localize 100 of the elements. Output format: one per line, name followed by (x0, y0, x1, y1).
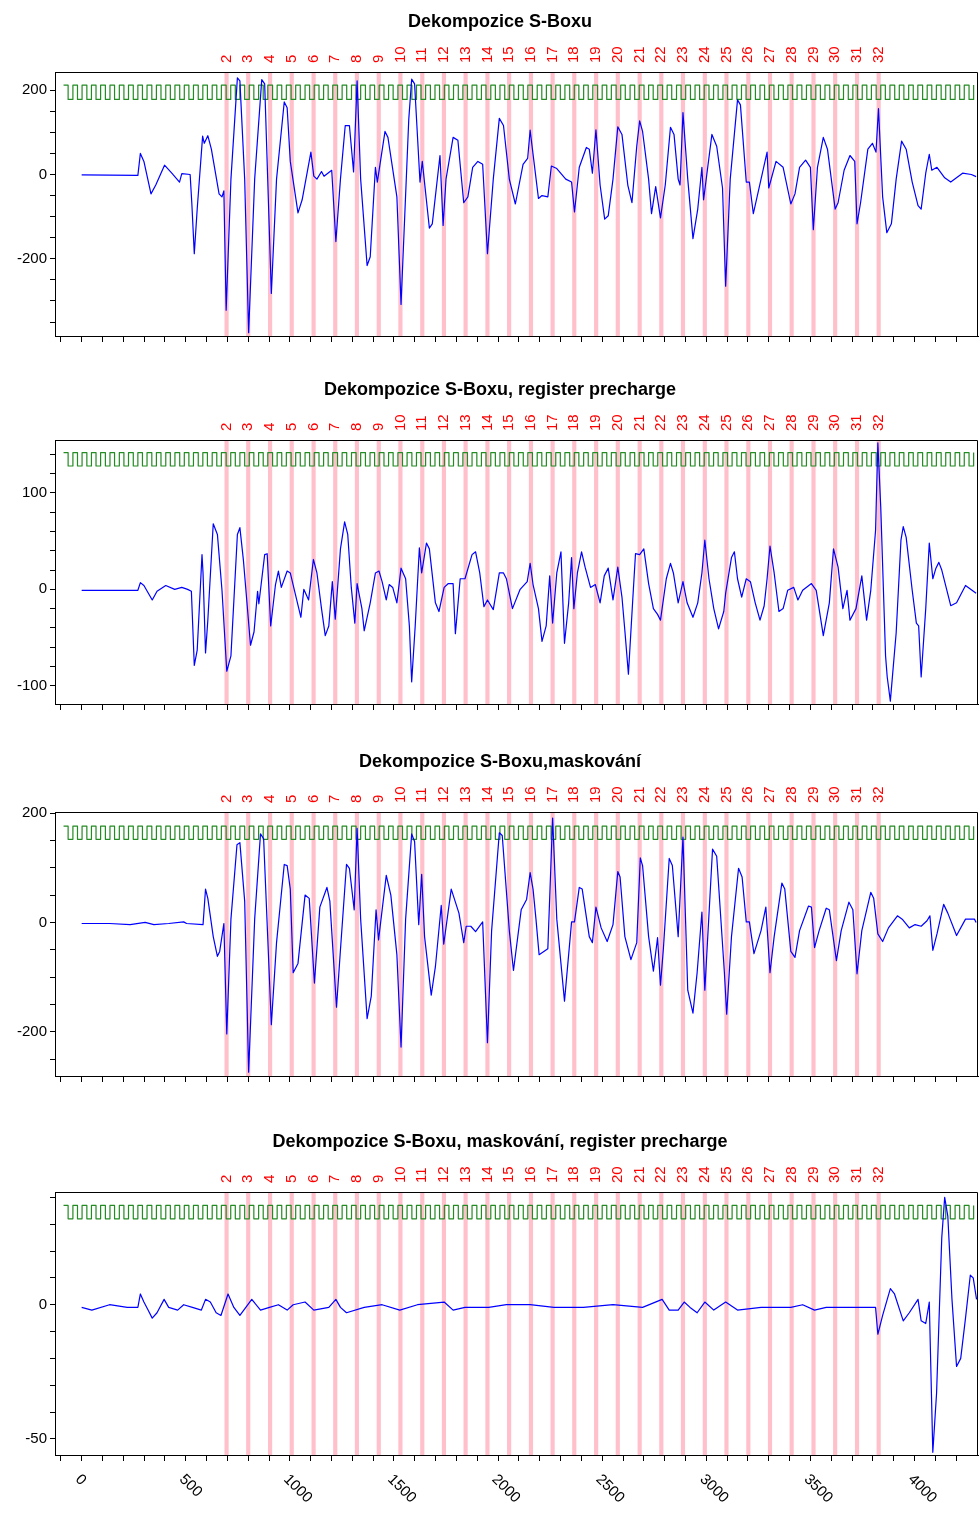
band-label: 23 (673, 414, 691, 431)
band-label: 15 (499, 786, 517, 803)
band-label: 5 (281, 794, 299, 803)
band-label: 32 (868, 1166, 886, 1183)
band-label: 13 (455, 46, 473, 63)
band-label: 10 (390, 1166, 408, 1183)
y-tick-label: 100 (21, 483, 47, 501)
y-tick-label: -100 (16, 675, 47, 693)
y-tick-label: 200 (21, 80, 47, 98)
band-label: 17 (542, 46, 560, 63)
band-label: 11 (412, 415, 430, 431)
y-tick-label: -50 (25, 1429, 47, 1447)
band-label: 29 (803, 46, 821, 63)
band-label: 32 (868, 414, 886, 431)
band-label: 12 (434, 46, 452, 63)
band-label: 30 (825, 414, 843, 431)
band-label: 9 (368, 54, 386, 63)
band-label: 4 (260, 422, 278, 431)
band-label: 17 (542, 786, 560, 803)
band-label: 26 (738, 786, 756, 803)
y-tick-label: 0 (38, 579, 47, 597)
band-label: 20 (607, 46, 625, 63)
band-label: 17 (542, 1166, 560, 1183)
band-label: 22 (651, 786, 669, 803)
band-label: 31 (847, 1166, 865, 1183)
band-label: 8 (347, 54, 365, 63)
band-label: 16 (521, 46, 539, 63)
band-label: 3 (238, 422, 256, 431)
band-label: 11 (412, 787, 430, 803)
band-label: 6 (303, 794, 321, 803)
y-tick-label: -200 (16, 248, 47, 266)
band-label: 25 (716, 786, 734, 803)
band-label: 24 (694, 414, 712, 431)
y-tick-label: 200 (21, 803, 47, 821)
band-label: 14 (477, 1166, 495, 1183)
band-label: 9 (368, 1174, 386, 1183)
band-label: 8 (347, 422, 365, 431)
band-label: 18 (564, 46, 582, 63)
band-label: 27 (760, 46, 778, 63)
band-label: 32 (868, 786, 886, 803)
band-label: 18 (564, 414, 582, 431)
band-label: 8 (347, 1174, 365, 1183)
band-label: 3 (238, 794, 256, 803)
band-label: 28 (781, 1166, 799, 1183)
band-label: 20 (607, 786, 625, 803)
band-label: 30 (825, 786, 843, 803)
band-label: 11 (412, 47, 430, 63)
band-label: 2 (216, 1174, 234, 1183)
band-label: 14 (477, 786, 495, 803)
band-label: 7 (325, 422, 343, 431)
band-label: 10 (390, 414, 408, 431)
band-label: 16 (521, 786, 539, 803)
x-tick-label: 0 (72, 1470, 91, 1488)
band-label: 29 (803, 786, 821, 803)
band-label: 12 (434, 414, 452, 431)
band-label: 20 (607, 414, 625, 431)
band-label: 24 (694, 46, 712, 63)
band-label: 25 (716, 414, 734, 431)
y-tick-label: 0 (38, 912, 47, 930)
band-label: 3 (238, 1174, 256, 1183)
chart-title: Dekompozice S-Boxu,maskování (358, 750, 643, 771)
band-label: 31 (847, 786, 865, 803)
chart-title: Dekompozice S-Boxu, maskování, register precharge (272, 1130, 728, 1151)
band-label: 16 (521, 414, 539, 431)
band-label: 3 (238, 54, 256, 63)
band-label: 24 (694, 786, 712, 803)
x-tick-label: 500 (176, 1470, 207, 1500)
band-label: 9 (368, 794, 386, 803)
band-label: 6 (303, 422, 321, 431)
band-label: 25 (716, 1166, 734, 1183)
band-label: 21 (629, 786, 647, 803)
band-label: 18 (564, 786, 582, 803)
band-label: 19 (586, 46, 604, 63)
band-label: 29 (803, 1166, 821, 1183)
band-label: 32 (868, 46, 886, 63)
band-label: 31 (847, 414, 865, 431)
band-label: 8 (347, 794, 365, 803)
band-label: 4 (260, 794, 278, 803)
chart-title: Dekompozice S-Boxu (407, 10, 593, 31)
band-label: 27 (760, 1166, 778, 1183)
band-label: 13 (455, 1166, 473, 1183)
band-label: 30 (825, 1166, 843, 1183)
band-label: 16 (521, 1166, 539, 1183)
band-label: 2 (216, 422, 234, 431)
band-label: 14 (477, 414, 495, 431)
band-label: 13 (455, 414, 473, 431)
band-label: 19 (586, 1166, 604, 1183)
band-label: 2 (216, 54, 234, 63)
band-label: 7 (325, 1174, 343, 1183)
band-label: 26 (738, 414, 756, 431)
band-label: 10 (390, 786, 408, 803)
band-label: 11 (412, 1167, 430, 1183)
band-label: 24 (694, 1166, 712, 1183)
band-label: 22 (651, 46, 669, 63)
band-label: 26 (738, 46, 756, 63)
band-label: 20 (607, 1166, 625, 1183)
y-tick-label: 0 (38, 164, 47, 182)
band-label: 6 (303, 1174, 321, 1183)
band-label: 5 (281, 54, 299, 63)
band-label: 18 (564, 1166, 582, 1183)
